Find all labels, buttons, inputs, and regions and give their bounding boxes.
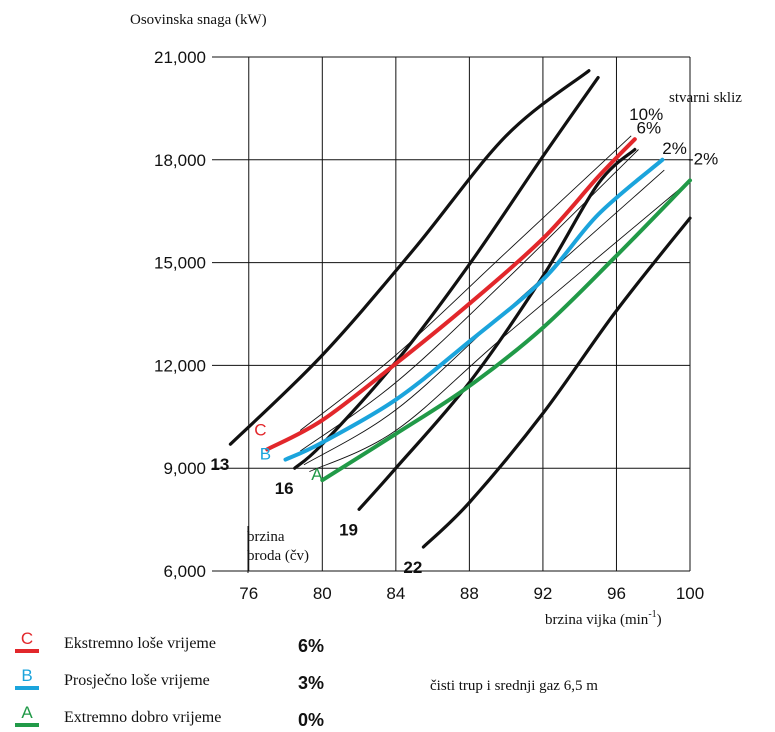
speed-curve <box>228 69 591 446</box>
legend-swatch <box>15 649 39 653</box>
slip-line <box>299 135 632 431</box>
x-tick-label: 76 <box>239 584 258 603</box>
grid: 76 80 84 88 92 96 100 6,000 9,000 12,000 15,000 18,… <box>154 48 704 603</box>
series-label: C <box>254 421 266 440</box>
legend-text: Ekstremno loše vrijeme <box>64 635 216 652</box>
speed-curves: 13 16 19 22 <box>210 69 692 577</box>
x-axis-title-main: brzina vijka (min <box>545 612 649 628</box>
series-label: B <box>260 445 271 464</box>
y-tick-label: 15,000 <box>154 254 206 273</box>
legend-value: 3% <box>298 673 324 693</box>
x-axis-title: brzina vijka (min-1) <box>545 609 662 628</box>
speed-curve <box>357 147 637 511</box>
y-axis-title: Osovinska snaga (kW) <box>130 12 267 28</box>
x-tick-label: 84 <box>386 584 405 603</box>
svg-text:brzina vijka (min-1): brzina vijka (min-1) <box>545 609 662 628</box>
ship-speed-label-line1: brzina <box>247 529 285 545</box>
series-line <box>320 178 692 483</box>
slip-line <box>309 180 691 473</box>
x-tick-label: 92 <box>533 584 552 603</box>
series-label: A <box>311 465 323 484</box>
legend-text: Prosječno loše vrijeme <box>64 672 210 689</box>
speed-curve-label: 13 <box>210 455 229 474</box>
legend-key: C <box>21 629 33 648</box>
ship-speed-label: brzina broda (čv) <box>247 526 309 573</box>
legend-swatch <box>15 686 39 690</box>
speed-curve-label: 16 <box>275 479 294 498</box>
slip-lines: 10%6%2%-2% <box>299 105 718 473</box>
y-tick-label: 18,000 <box>154 151 206 170</box>
x-axis-title-sup: -1 <box>648 609 656 620</box>
y-tick-label: 21,000 <box>154 48 206 67</box>
slip-line-label: -2% <box>688 149 718 168</box>
series-line <box>265 137 637 452</box>
y-tick-label: 12,000 <box>154 356 206 375</box>
slip-line-label: 6% <box>637 119 662 138</box>
series-line <box>283 157 665 462</box>
ship-speed-label-line2: broda (čv) <box>247 548 309 564</box>
y-tick-label: 6,000 <box>163 562 206 581</box>
y-tick-label: 9,000 <box>163 459 206 478</box>
speed-curve-label: 19 <box>339 520 358 539</box>
slip-line-label: 10% <box>629 105 663 124</box>
x-tick-label: 100 <box>676 584 704 603</box>
legend-value: 6% <box>298 636 324 656</box>
slip-line <box>303 169 665 466</box>
legend-swatch <box>15 723 39 727</box>
legend-key: A <box>21 703 33 722</box>
x-tick-label: 80 <box>313 584 332 603</box>
x-tick-label: 88 <box>460 584 479 603</box>
x-tick-label: 96 <box>607 584 626 603</box>
x-axis-title-close: ) <box>657 612 662 628</box>
legend: C Ekstremno loše vrijeme 6% B Prosječno loše… <box>15 629 324 730</box>
speed-curve <box>421 216 692 549</box>
slip-header: stvarni skliz <box>669 90 742 106</box>
speed-curve-label: 22 <box>403 558 422 577</box>
condition-note: čisti trup i srednji gaz 6,5 m <box>430 678 598 694</box>
legend-text: Extremno dobro vrijeme <box>64 709 221 726</box>
slip-line-label: 2% <box>662 139 687 158</box>
legend-value: 0% <box>298 710 324 730</box>
legend-key: B <box>21 666 32 685</box>
series-curves: CB A <box>254 137 692 484</box>
